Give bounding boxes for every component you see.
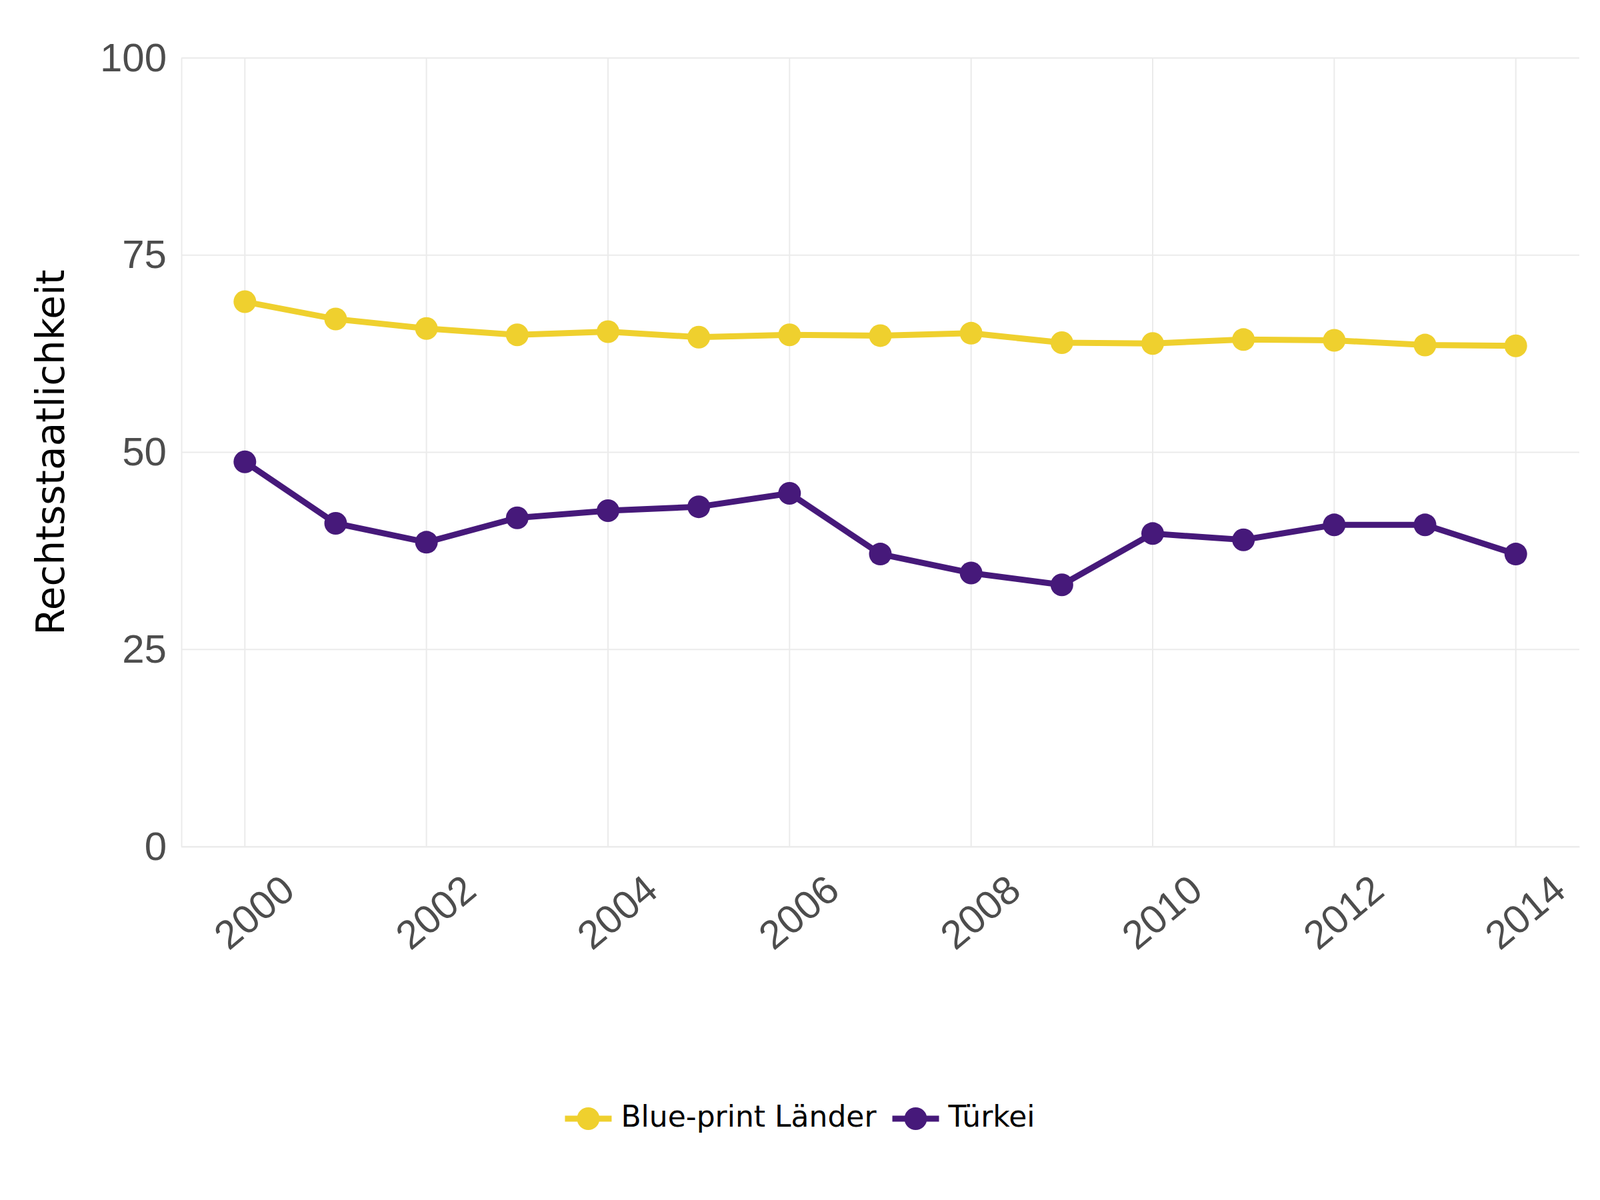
tick-label: 25 <box>122 626 167 672</box>
point <box>778 482 801 505</box>
grid-line <box>181 846 1580 848</box>
point <box>1504 542 1528 566</box>
point <box>687 495 710 518</box>
point <box>233 450 256 474</box>
tick-label: 75 <box>122 232 167 277</box>
tick-label: 2000 <box>206 866 303 958</box>
axis-title: Rechtsstaatlichkeit <box>28 269 74 636</box>
tick-label: 2014 <box>1476 866 1574 958</box>
tick: 50 <box>122 429 182 474</box>
x-axis: 2000 2002 2004 2006 2008 2010 2012 2014 <box>182 846 1580 958</box>
point <box>324 308 347 331</box>
grid-line <box>181 57 1580 59</box>
point <box>233 290 256 314</box>
point <box>1232 328 1255 351</box>
axis-line <box>182 846 1580 848</box>
tick: 2008 <box>932 846 1029 958</box>
point <box>1414 513 1437 536</box>
grid-line <box>607 58 609 847</box>
tick: 2006 <box>750 846 848 958</box>
grid-line <box>426 58 428 847</box>
chart: 0255075100200020022004200620082010201220… <box>0 0 1600 1200</box>
point <box>1050 573 1074 596</box>
plot: 0255075100200020022004200620082010201220… <box>100 35 1580 958</box>
tick: 2012 <box>1295 846 1392 958</box>
legend-label: Blue-print Länder <box>620 1099 877 1134</box>
point <box>1232 528 1255 552</box>
point <box>415 317 438 340</box>
legend-label: Türkei <box>948 1099 1036 1134</box>
tick: 25 <box>122 626 182 672</box>
axis-line <box>181 58 183 848</box>
tick-label: 2002 <box>387 866 484 958</box>
tick-label: 2010 <box>1113 866 1210 958</box>
grid-line <box>1152 58 1154 847</box>
grid-line <box>181 254 1580 256</box>
point <box>596 499 620 522</box>
point <box>1050 331 1074 354</box>
tick-label: 2008 <box>932 866 1029 958</box>
tick: 75 <box>122 232 182 277</box>
legend: Blue-print Länder Türkei <box>564 1099 1035 1134</box>
tick: 2000 <box>206 846 303 958</box>
point <box>1141 522 1164 545</box>
grid <box>181 58 1580 847</box>
point <box>1322 329 1346 352</box>
legend-marker <box>904 1107 928 1130</box>
marks <box>233 290 1527 597</box>
point <box>869 542 892 566</box>
point <box>869 324 892 347</box>
point <box>1504 334 1528 358</box>
point <box>687 326 710 349</box>
point <box>506 323 529 346</box>
y-axis: 0 25 50 75 100 <box>100 35 182 869</box>
tick-label: 2012 <box>1295 866 1392 958</box>
point <box>1141 332 1164 355</box>
tick-label: 0 <box>144 824 167 869</box>
tick: 2002 <box>387 846 484 958</box>
tick: 2010 <box>1113 846 1210 958</box>
grid-line <box>1515 58 1517 847</box>
series-line <box>244 462 1516 586</box>
tick-label: 100 <box>100 35 167 80</box>
tick: 2004 <box>568 846 666 958</box>
grid-line <box>970 58 972 847</box>
point <box>960 561 983 584</box>
tick-label: 2004 <box>568 866 666 958</box>
tick: 0 <box>144 824 182 869</box>
tick-label: 2006 <box>750 866 848 958</box>
point <box>415 530 438 554</box>
point <box>778 323 801 346</box>
grid-line <box>788 58 790 847</box>
point <box>1322 513 1346 536</box>
point <box>324 512 347 535</box>
point <box>1414 334 1437 357</box>
grid-line <box>181 452 1580 454</box>
grid-line <box>1333 58 1335 847</box>
grid-line <box>181 648 1580 650</box>
tick: 2014 <box>1476 846 1574 958</box>
tick-label: 50 <box>122 429 167 474</box>
tick: 100 <box>100 35 182 80</box>
point <box>960 322 983 345</box>
legend-key <box>564 1107 612 1130</box>
legend-key <box>892 1107 940 1130</box>
point <box>506 506 529 530</box>
point <box>596 320 620 344</box>
legend-marker <box>576 1107 600 1130</box>
